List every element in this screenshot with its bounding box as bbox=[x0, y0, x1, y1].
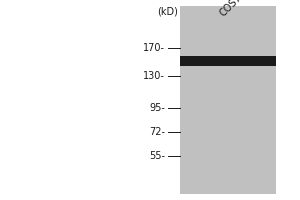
Text: 95-: 95- bbox=[149, 103, 165, 113]
Bar bbox=[180, 56, 276, 66]
Text: 170-: 170- bbox=[143, 43, 165, 53]
Text: 72-: 72- bbox=[149, 127, 165, 137]
Text: 130-: 130- bbox=[143, 71, 165, 81]
Text: 55-: 55- bbox=[149, 151, 165, 161]
Bar bbox=[180, 6, 276, 194]
Text: (kD): (kD) bbox=[158, 7, 178, 17]
Text: COS7: COS7 bbox=[218, 0, 244, 18]
